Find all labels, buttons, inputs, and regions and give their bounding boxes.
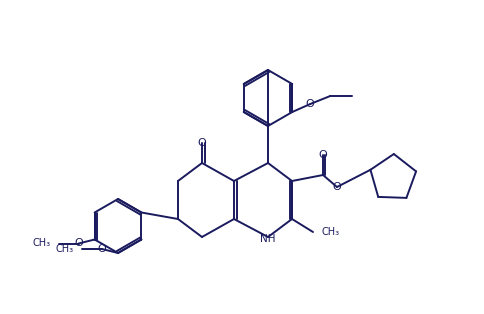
Text: O: O [98,244,106,254]
Text: O: O [74,239,83,248]
Text: O: O [197,138,206,148]
Text: CH₃: CH₃ [321,227,339,237]
Text: O: O [318,150,327,160]
Text: CH₃: CH₃ [56,244,74,254]
Text: NH: NH [260,234,276,244]
Text: O: O [306,99,315,109]
Text: CH₃: CH₃ [32,239,51,248]
Text: O: O [333,182,341,192]
